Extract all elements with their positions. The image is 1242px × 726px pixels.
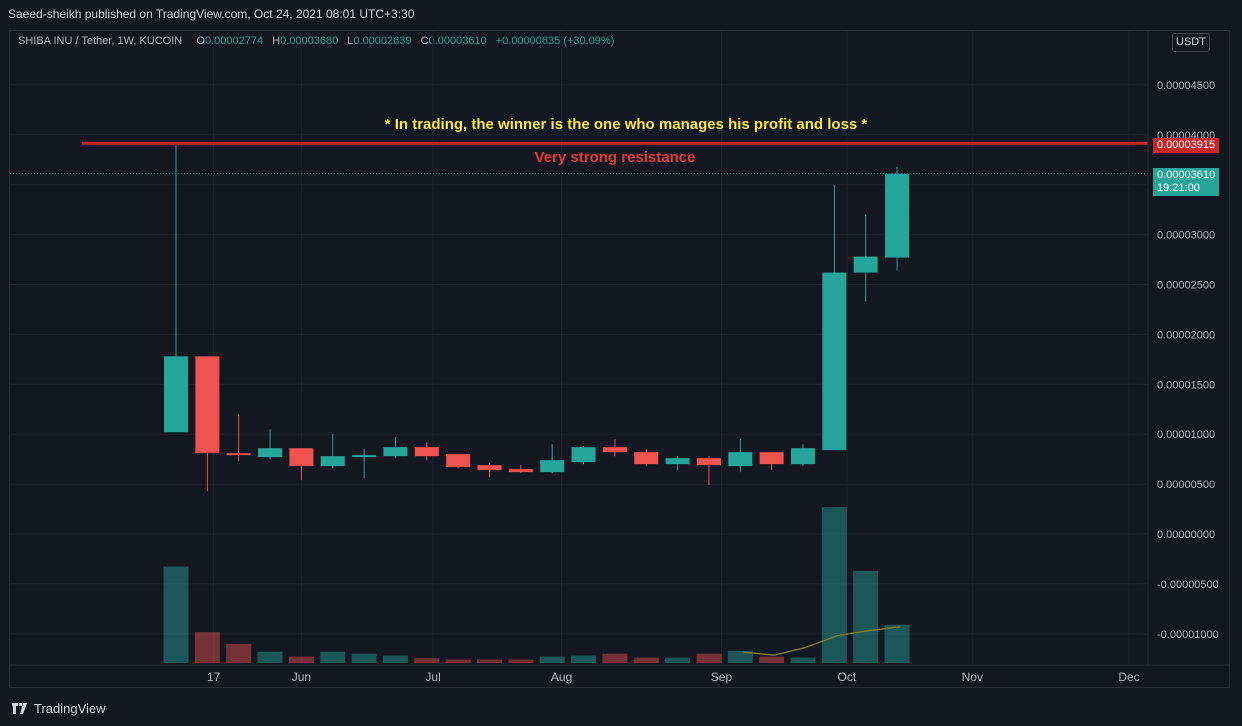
- ohlc-high-label: H: [272, 35, 281, 47]
- price-tick-label: 0.00002500: [1157, 280, 1215, 292]
- price-tick-label: -0.00000500: [1157, 579, 1219, 591]
- symbol-legend: SHIBA INU / Tether, 1W, KUCOIN O0.000027…: [18, 35, 620, 47]
- price-tick-label: 0.00004500: [1157, 80, 1215, 92]
- tradingview-footer[interactable]: TradingView: [12, 701, 106, 716]
- price-tick-label: 0.00000000: [1157, 529, 1215, 541]
- volume-bar: [194, 632, 220, 663]
- candle-body: [226, 453, 251, 456]
- candle-body: [885, 173, 910, 258]
- ohlc-low-label: L: [347, 35, 354, 47]
- time-tick-label: 17: [207, 670, 221, 684]
- volume-bar: [665, 657, 691, 663]
- volume-bar: [602, 653, 628, 663]
- volume-bar: [163, 566, 189, 663]
- annotation-resistance: Very strong resistance: [535, 149, 696, 166]
- symbol-title[interactable]: SHIBA INU / Tether, 1W, KUCOIN: [18, 35, 183, 47]
- time-tick-label: Jun: [292, 670, 311, 684]
- candle-body: [195, 356, 220, 454]
- ohlc-low-value: 0.00002639: [353, 35, 412, 47]
- volume-bar: [226, 643, 252, 663]
- volume-bar: [508, 659, 534, 663]
- grid-lines: [10, 31, 1147, 664]
- candles: [164, 144, 910, 492]
- resistance-price-badge: 0.00003915: [1153, 138, 1220, 153]
- time-axis: 17 Jun Jul Aug Sep Oct Nov Dec: [207, 670, 1140, 684]
- bar-countdown: 19:21:00: [1157, 182, 1200, 194]
- volume-bar: [320, 651, 346, 663]
- price-tick-label: -0.00001000: [1157, 629, 1219, 641]
- volume-bar: [884, 624, 910, 663]
- candle-body: [258, 448, 283, 458]
- currency-button[interactable]: USDT: [1172, 33, 1210, 52]
- price-change: +0.00000835 (+30.09%): [495, 35, 615, 47]
- ohlc-close-label: C: [420, 35, 429, 47]
- volume-bar: [382, 655, 408, 663]
- candle-body: [791, 448, 815, 465]
- volume-ma-line: [743, 625, 901, 656]
- price-tick-label: 0.00001000: [1157, 429, 1215, 441]
- candle-body: [571, 447, 596, 463]
- price-tick-label: 0.00003000: [1157, 230, 1215, 242]
- time-tick-label: Sep: [711, 670, 733, 684]
- volume-bar: [853, 570, 879, 663]
- candle-body: [728, 452, 753, 467]
- candle-body: [634, 452, 659, 465]
- volume-bar: [759, 656, 785, 663]
- candle-body: [696, 458, 721, 466]
- publisher-line: Saeed-sheikh published on TradingView.co…: [8, 7, 415, 21]
- last-price-badge: 0.00003610 19:21:00: [1153, 168, 1220, 196]
- candle-body: [822, 272, 847, 451]
- candle-body: [320, 456, 345, 467]
- candle-body: [665, 458, 690, 465]
- candle-body: [602, 447, 627, 453]
- volume-bars: [163, 507, 910, 663]
- candle-body: [477, 465, 502, 471]
- time-tick-label: Nov: [962, 670, 983, 684]
- candle-body: [508, 469, 533, 473]
- volume-bar: [539, 656, 565, 663]
- time-tick-label: Dec: [1118, 670, 1139, 684]
- volume-bar: [445, 659, 471, 663]
- annotation-quote: * In trading, the winner is the one who …: [385, 116, 868, 133]
- candle-body: [853, 256, 878, 273]
- volume-bar: [477, 659, 502, 663]
- volume-bar: [571, 655, 597, 663]
- ohlc-open-label: O: [196, 35, 205, 47]
- time-tick-label: Aug: [551, 670, 572, 684]
- volume-bar: [414, 658, 440, 663]
- volume-bar: [727, 650, 753, 663]
- candle-body: [383, 447, 408, 457]
- time-tick-label: Jul: [425, 670, 440, 684]
- price-axis: 0.000045000.000040000.000035000.00003000…: [1157, 80, 1219, 641]
- volume-bar: [790, 657, 816, 663]
- volume-bar: [696, 653, 722, 663]
- chart-frame: [9, 30, 1230, 688]
- tradingview-logo-icon: [12, 702, 27, 714]
- last-price-value: 0.00003610: [1157, 169, 1216, 181]
- price-tick-label: 0.00001500: [1157, 379, 1215, 391]
- ohlc-high-value: 0.00003680: [280, 35, 339, 47]
- ohlc-close-value: 0.00003610: [428, 35, 487, 47]
- price-tick-label: 0.00002000: [1157, 329, 1215, 341]
- volume-bar: [351, 653, 377, 663]
- volume-bar: [257, 651, 283, 663]
- candle-body: [414, 447, 439, 457]
- candle-body: [540, 460, 565, 473]
- candle-body: [164, 356, 188, 433]
- footer-brand: TradingView: [34, 701, 106, 716]
- candle-body: [446, 454, 471, 468]
- time-tick-label: Oct: [838, 670, 857, 684]
- candle-body: [759, 452, 784, 465]
- ohlc-open-value: 0.00002774: [204, 35, 264, 47]
- volume-bar: [288, 656, 314, 663]
- price-tick-label: 0.00000500: [1157, 479, 1215, 491]
- candle-body: [352, 455, 377, 458]
- volume-bar: [633, 657, 659, 663]
- candle-body: [289, 448, 314, 467]
